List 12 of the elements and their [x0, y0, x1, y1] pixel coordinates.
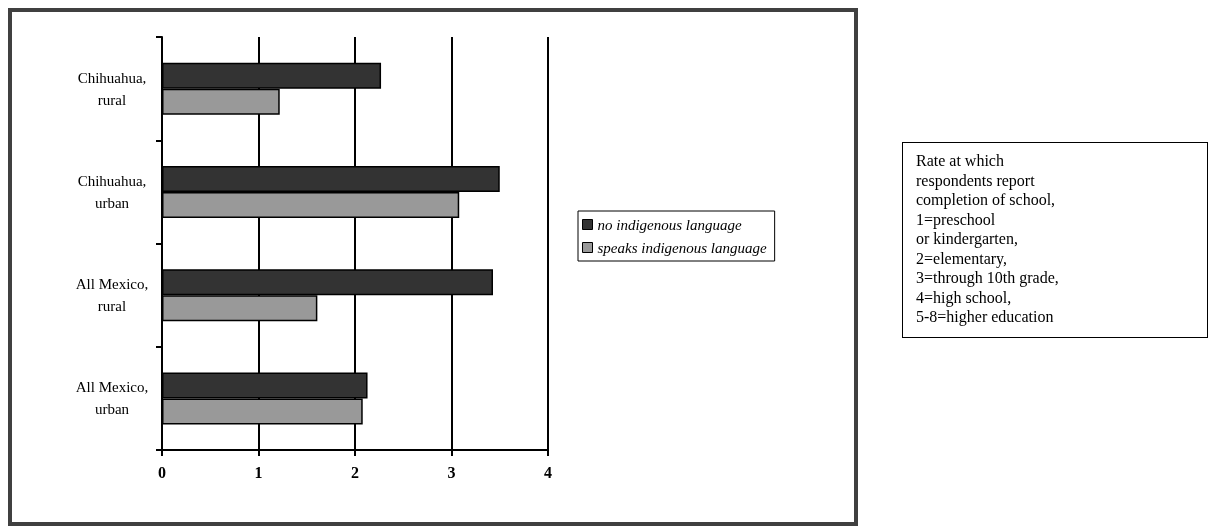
legend-label: no indigenous language: [597, 216, 742, 233]
x-tick-label: 4: [544, 463, 552, 481]
legend-label: speaks indigenous language: [597, 239, 767, 256]
y-tick-label: Chihuahua, rural: [77, 69, 147, 108]
x-tick-label: 3: [447, 463, 456, 481]
y-tick-label: Chihuahua, urban: [77, 172, 147, 211]
y-tick-label: All Mexico, rural: [75, 276, 149, 315]
y-tick-label: All Mexico, urban: [75, 379, 149, 418]
x-tick-label: 2: [351, 463, 359, 481]
x-tick-label: 0: [158, 463, 166, 481]
x-tick-label: 1: [254, 463, 263, 481]
text: Rate at which respondents report completion of school, 1=preschool or kindergarten, 2=elementary, 3=through 10th grade, 4=high school, 5-8=higher education: [916, 152, 1059, 325]
